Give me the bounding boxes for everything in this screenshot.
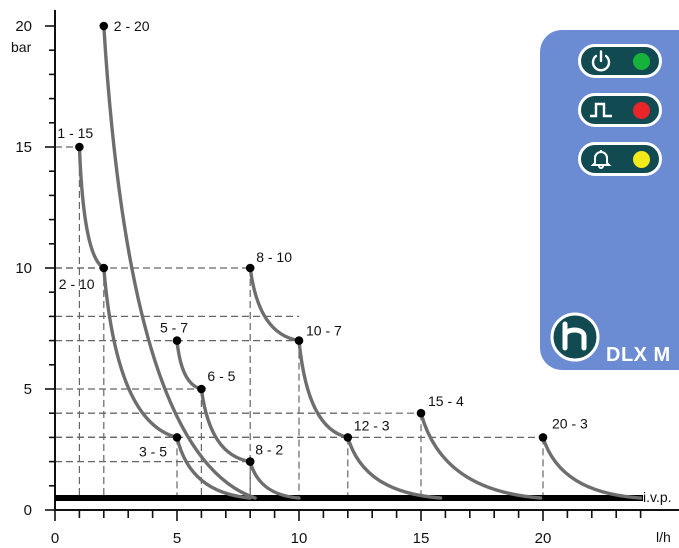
data-point bbox=[99, 263, 109, 273]
point-label: 15 - 4 bbox=[428, 393, 464, 409]
y-unit-label: bar bbox=[11, 39, 32, 55]
data-point bbox=[294, 336, 304, 345]
data-point bbox=[245, 457, 255, 466]
pressure-curve bbox=[175, 338, 301, 500]
y-tick-label: 15 bbox=[15, 139, 32, 156]
axis-ticks: 0 5 10 15 20 0 5 10 15 20 bbox=[15, 18, 642, 547]
x-unit-label: l/h bbox=[656, 529, 671, 545]
data-point bbox=[197, 384, 206, 394]
pulse-indicator bbox=[578, 93, 662, 127]
point-label: 8 - 2 bbox=[255, 442, 283, 458]
power-indicator bbox=[578, 44, 662, 78]
pressure-curve bbox=[102, 24, 257, 500]
y-tick-label: 20 bbox=[15, 18, 32, 35]
data-point bbox=[245, 263, 255, 273]
data-point bbox=[416, 408, 426, 418]
x-tick-label: 5 bbox=[173, 530, 181, 547]
axes bbox=[54, 10, 679, 511]
data-point bbox=[343, 433, 353, 442]
brand-name: DLX M bbox=[606, 344, 671, 366]
baseline-label: i.v.p. bbox=[643, 489, 672, 505]
data-point bbox=[99, 21, 109, 31]
point-label: 5 - 7 bbox=[160, 320, 188, 336]
data-point bbox=[172, 433, 182, 442]
point-label: 6 - 5 bbox=[207, 368, 235, 384]
data-points bbox=[75, 21, 548, 466]
x-tick-label: 15 bbox=[413, 530, 430, 547]
x-tick-label: 20 bbox=[535, 530, 552, 547]
guide-lines bbox=[55, 146, 544, 498]
alarm-led bbox=[633, 151, 650, 168]
point-label: 3 - 5 bbox=[139, 443, 167, 459]
y-tick-label: 10 bbox=[15, 260, 32, 277]
curves bbox=[77, 24, 643, 500]
alarm-indicator bbox=[578, 142, 662, 176]
point-label: 2 - 10 bbox=[59, 276, 95, 292]
point-label: 12 - 3 bbox=[354, 417, 390, 433]
y-tick-label: 0 bbox=[24, 502, 32, 519]
baseline-bar bbox=[55, 495, 643, 501]
brand-logo-icon bbox=[550, 312, 600, 362]
y-tick-label: 5 bbox=[24, 381, 32, 398]
x-tick-label: 0 bbox=[51, 530, 59, 547]
power-led bbox=[633, 53, 650, 70]
point-label: 1 - 15 bbox=[57, 125, 93, 141]
pressure-curve bbox=[248, 266, 443, 500]
power-icon bbox=[591, 50, 611, 72]
point-labels: 2 - 20 1 - 15 2 - 10 3 - 5 5 - 7 6 - 5 8 - 2 8 … bbox=[57, 18, 588, 459]
data-point bbox=[538, 433, 548, 442]
pump-control-panel: DLX M bbox=[540, 30, 679, 370]
point-label: 20 - 3 bbox=[552, 415, 588, 431]
point-label: 8 - 10 bbox=[256, 249, 292, 265]
pulse-icon bbox=[590, 102, 612, 118]
data-point bbox=[75, 142, 84, 152]
point-label: 2 - 20 bbox=[114, 18, 150, 34]
x-tick-label: 10 bbox=[291, 530, 308, 547]
pressure-curve bbox=[541, 435, 643, 500]
pressure-curve bbox=[77, 145, 252, 500]
bell-icon bbox=[590, 150, 612, 169]
point-label: 10 - 7 bbox=[306, 323, 342, 339]
pressure-curve bbox=[419, 411, 543, 500]
pulse-led bbox=[633, 102, 650, 119]
data-point bbox=[172, 336, 182, 345]
